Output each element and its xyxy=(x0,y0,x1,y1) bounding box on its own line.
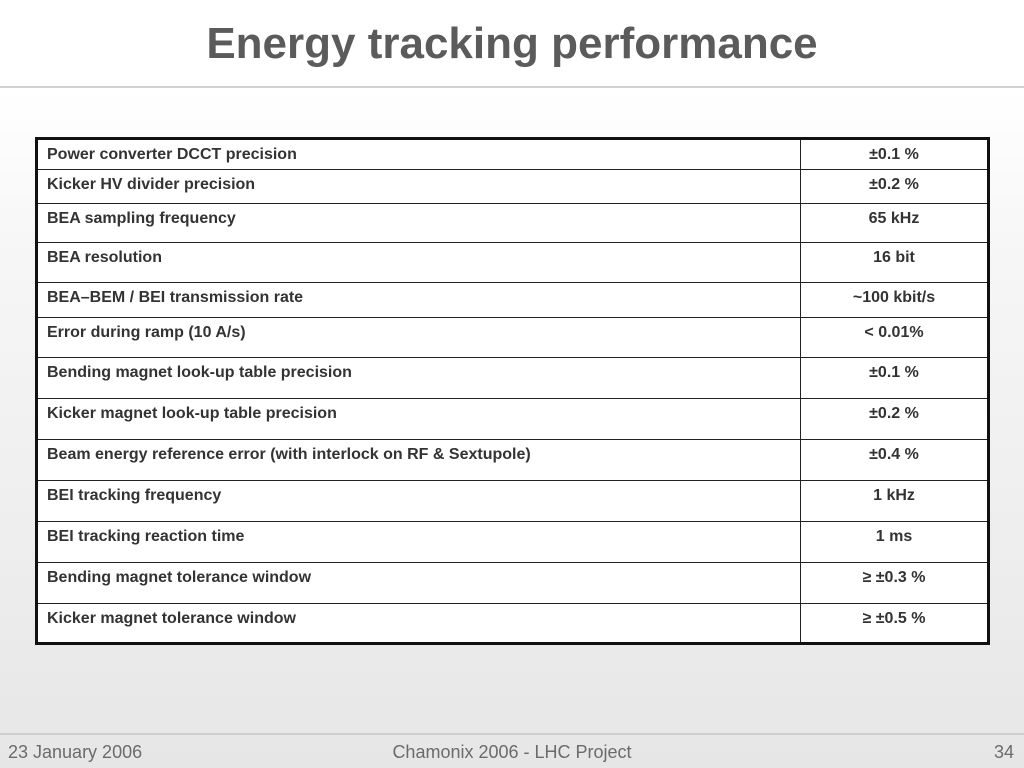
performance-table: Power converter DCCT precision ±0.1 % Ki… xyxy=(35,137,990,645)
table-row: BEA resolution 16 bit xyxy=(36,242,989,283)
param-cell: Power converter DCCT precision xyxy=(36,138,801,170)
value-cell: ±0.2 % xyxy=(800,169,989,204)
table-row: BEA sampling frequency 65 kHz xyxy=(36,203,989,243)
value-cell: 1 ms xyxy=(800,521,989,563)
param-cell: Kicker magnet tolerance window xyxy=(36,603,801,644)
param-cell: BEA sampling frequency xyxy=(36,203,801,243)
param-cell: BEI tracking frequency xyxy=(36,480,801,522)
table-row: BEI tracking frequency 1 kHz xyxy=(36,480,989,522)
table-row: Error during ramp (10 A/s) < 0.01% xyxy=(36,317,989,358)
value-cell: ±0.1 % xyxy=(800,138,989,170)
table-row: Power converter DCCT precision ±0.1 % xyxy=(36,138,989,170)
value-cell: 16 bit xyxy=(800,242,989,283)
value-cell: ±0.4 % xyxy=(800,439,989,481)
table-row: Bending magnet look-up table precision ±… xyxy=(36,357,989,399)
param-cell: BEA–BEM / BEI transmission rate xyxy=(36,282,801,318)
table-row: BEA–BEM / BEI transmission rate ~100 kbi… xyxy=(36,282,989,318)
table-row: Beam energy reference error (with interl… xyxy=(36,439,989,481)
value-cell: ≥ ±0.5 % xyxy=(800,603,989,644)
value-cell: ~100 kbit/s xyxy=(800,282,989,318)
footer-divider xyxy=(0,733,1024,735)
value-cell: 1 kHz xyxy=(800,480,989,522)
value-cell: 65 kHz xyxy=(800,203,989,243)
param-cell: Beam energy reference error (with interl… xyxy=(36,439,801,481)
footer-event: Chamonix 2006 - LHC Project xyxy=(392,742,632,762)
footer-date: 23 January 2006 xyxy=(8,742,143,762)
page-number: 34 xyxy=(993,742,1014,762)
param-cell: Kicker magnet look-up table precision xyxy=(36,398,801,440)
value-cell: ≥ ±0.3 % xyxy=(800,562,989,604)
table-row: BEI tracking reaction time 1 ms xyxy=(36,521,989,563)
param-cell: BEA resolution xyxy=(36,242,801,283)
param-cell: Error during ramp (10 A/s) xyxy=(36,317,801,358)
slide-title: Energy tracking performance xyxy=(206,19,818,68)
table-row: Kicker magnet tolerance window ≥ ±0.5 % xyxy=(36,603,989,644)
table-row: Kicker HV divider precision ±0.2 % xyxy=(36,169,989,204)
param-cell: Kicker HV divider precision xyxy=(36,169,801,204)
param-cell: Bending magnet look-up table precision xyxy=(36,357,801,399)
param-cell: Bending magnet tolerance window xyxy=(36,562,801,604)
param-cell: BEI tracking reaction time xyxy=(36,521,801,563)
value-cell: ±0.2 % xyxy=(800,398,989,440)
value-cell: < 0.01% xyxy=(800,317,989,358)
value-cell: ±0.1 % xyxy=(800,357,989,399)
title-bar: Energy tracking performance xyxy=(0,0,1024,88)
table-row: Bending magnet tolerance window ≥ ±0.3 % xyxy=(36,562,989,604)
table-row: Kicker magnet look-up table precision ±0… xyxy=(36,398,989,440)
